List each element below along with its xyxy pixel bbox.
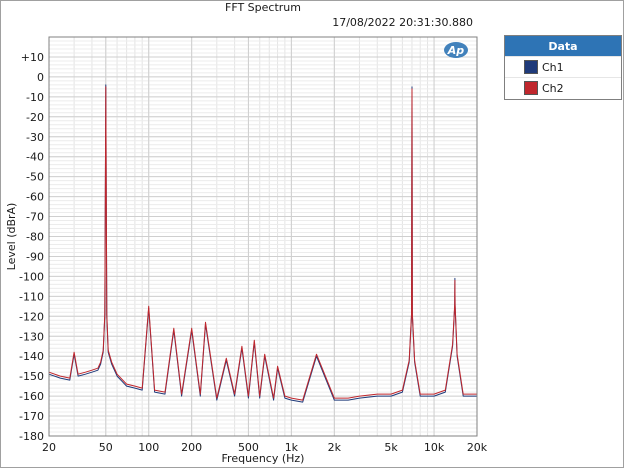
x-tick-label: 10k bbox=[424, 441, 445, 454]
legend-swatch-ch2 bbox=[524, 81, 538, 95]
x-axis-label: Frequency (Hz) bbox=[222, 452, 305, 465]
series-line-ch2 bbox=[48, 86, 477, 401]
timestamp: 17/08/2022 20:31:30.880 bbox=[332, 16, 473, 29]
y-tick-label: -110 bbox=[19, 290, 44, 303]
chart-title: FFT Spectrum bbox=[225, 1, 301, 14]
legend-label-ch1: Ch1 bbox=[542, 60, 564, 74]
y-tick-label: -60 bbox=[26, 191, 44, 204]
ap-logo-icon: Ap bbox=[444, 42, 468, 58]
legend-swatch-ch1 bbox=[524, 60, 538, 74]
y-tick-label: -40 bbox=[26, 151, 44, 164]
y-tick-label: -20 bbox=[26, 111, 44, 124]
y-tick-label: -100 bbox=[19, 270, 44, 283]
legend-item-ch1[interactable]: Ch1 bbox=[505, 56, 621, 77]
x-tick-label: 20 bbox=[42, 441, 56, 454]
y-tick-label: 0 bbox=[37, 71, 44, 84]
x-tick-label: 100 bbox=[138, 441, 159, 454]
y-tick-label: +10 bbox=[21, 51, 44, 64]
y-tick-label: -30 bbox=[26, 131, 44, 144]
y-tick-label: -120 bbox=[19, 310, 44, 323]
y-tick-label: -180 bbox=[19, 430, 44, 443]
legend-label-ch2: Ch2 bbox=[542, 81, 564, 95]
x-tick-label: 1k bbox=[285, 441, 299, 454]
x-tick-label: 5k bbox=[384, 441, 398, 454]
y-tick-label: -130 bbox=[19, 330, 44, 343]
ap-logo-text: Ap bbox=[447, 44, 465, 57]
legend-item-ch2[interactable]: Ch2 bbox=[505, 77, 621, 98]
legend: Data Ch1 Ch2 bbox=[504, 35, 622, 100]
x-tick-label: 2k bbox=[328, 441, 342, 454]
y-tick-label: -80 bbox=[26, 231, 44, 244]
y-tick-label: -140 bbox=[19, 350, 44, 363]
y-tick-label: -50 bbox=[26, 171, 44, 184]
y-tick-label: -90 bbox=[26, 250, 44, 263]
y-tick-label: -10 bbox=[26, 91, 44, 104]
y-axis-label: Level (dBrA) bbox=[5, 203, 18, 271]
y-tick-label: -70 bbox=[26, 211, 44, 224]
x-tick-label: 50 bbox=[99, 441, 113, 454]
x-tick-label: 20k bbox=[467, 441, 488, 454]
x-tick-label: 500 bbox=[238, 441, 259, 454]
y-tick-label: -170 bbox=[19, 410, 44, 423]
x-tick-label: 200 bbox=[181, 441, 202, 454]
y-tick-label: -160 bbox=[19, 390, 44, 403]
legend-title: Data bbox=[505, 36, 621, 56]
y-tick-label: -150 bbox=[19, 370, 44, 383]
